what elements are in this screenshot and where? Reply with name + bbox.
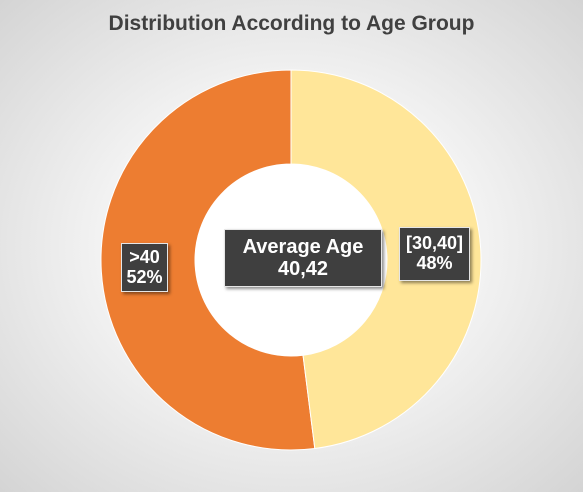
slice-category-30-40: [30,40]: [405, 233, 464, 254]
slice-label-gt40: >40 52%: [121, 243, 168, 292]
slice-category-gt40: >40: [129, 246, 160, 267]
average-age-caption: Average Age: [242, 236, 364, 258]
average-age-value: 40,42: [277, 258, 329, 280]
slice-value-gt40: 52%: [126, 266, 163, 287]
slice-value-30-40: 48%: [416, 253, 453, 273]
average-age-label: Average Age 40,42: [224, 229, 382, 287]
chart-title: Distribution According to Age Group: [108, 12, 475, 35]
slice-label-30-40: [30,40] 48%: [399, 227, 470, 281]
